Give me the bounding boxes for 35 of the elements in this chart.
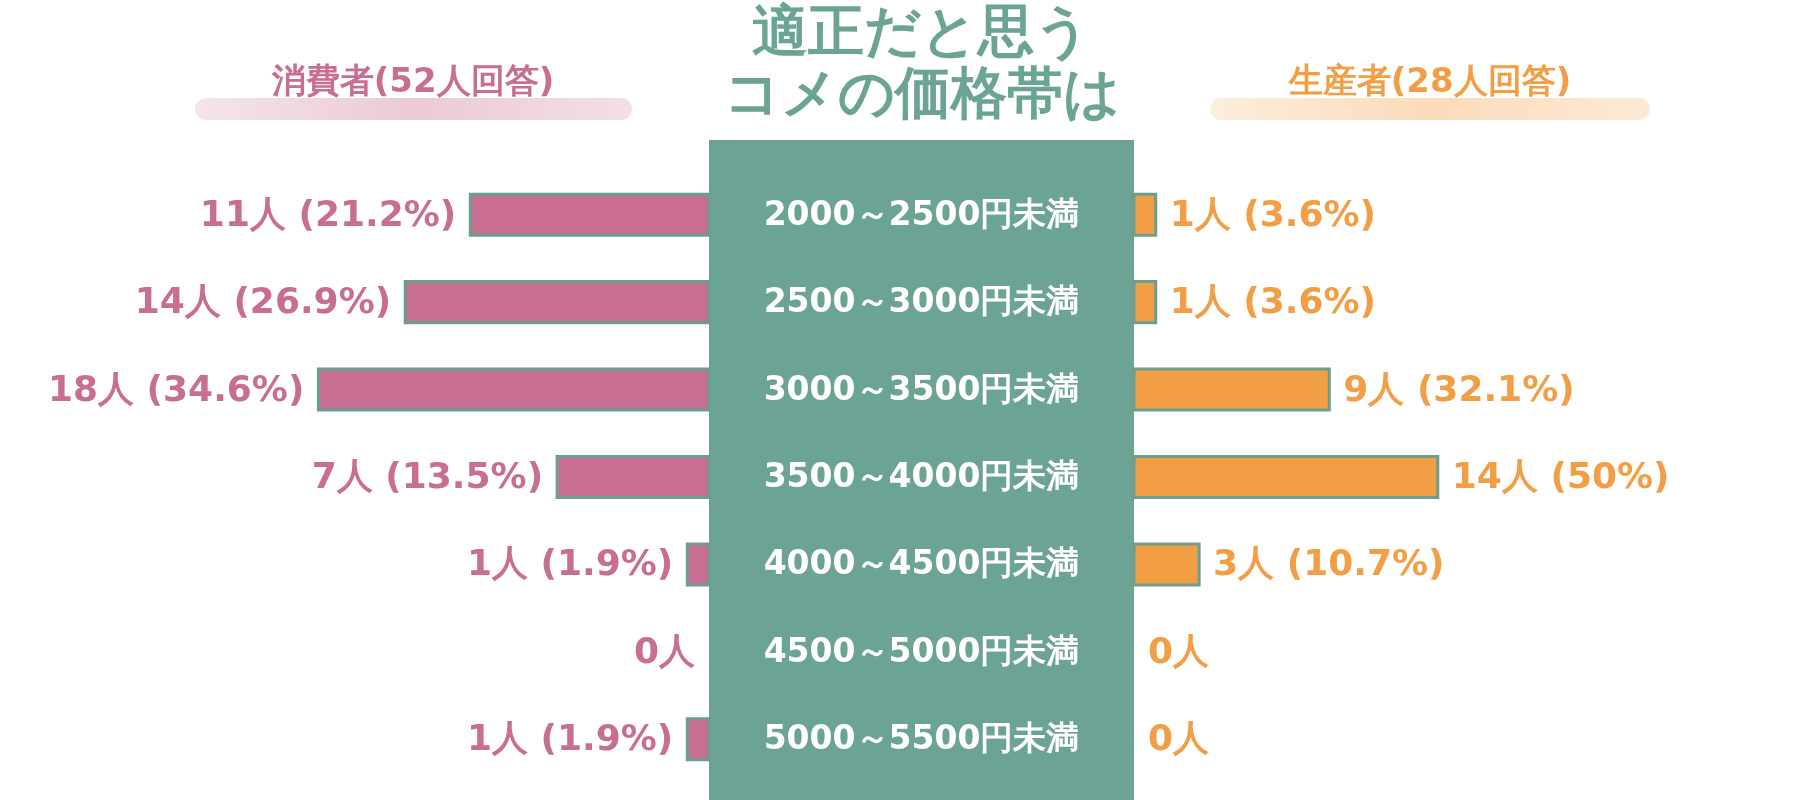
text: 適正だと思う [751, 0, 1092, 63]
y-tick-label: 3500～4000円未満 [763, 456, 1080, 495]
bar [316, 367, 711, 412]
bar [403, 280, 711, 325]
data-label: 14人 (26.9%) [134, 280, 392, 322]
bar [468, 192, 711, 237]
bar [1132, 280, 1158, 325]
data-label: 1人 (1.9%) [466, 717, 674, 759]
y-tick-label: 3000～3500円未満 [763, 368, 1080, 408]
bar [1132, 367, 1331, 412]
y-tick-label: 2000～2500円未満 [763, 193, 1080, 233]
data-label: 1人 (3.6%) [1169, 192, 1377, 234]
data-label: 14人 (50%) [1451, 455, 1670, 496]
text: 消費者(52人回答) [270, 59, 556, 102]
data-label: 0人 [1148, 629, 1210, 671]
bar [685, 717, 711, 762]
data-label: 3人 (10.7%) [1213, 542, 1445, 584]
bar [555, 454, 711, 500]
data-label: 11人 (21.2%) [199, 192, 457, 234]
text: 生産者(28人回答) [1287, 59, 1573, 102]
bar [1132, 192, 1158, 237]
data-label: 9人 (32.1%) [1343, 367, 1575, 409]
data-label: 18人 (34.6%) [47, 367, 305, 409]
y-tick-label: 4000～4500円未満 [763, 543, 1080, 583]
data-label: 7人 (13.5%) [311, 455, 544, 496]
data-label: 1人 (1.9%) [466, 542, 674, 584]
y-tick-label: 4500～5000円未満 [763, 630, 1080, 670]
bar [1132, 454, 1440, 500]
bar [685, 542, 711, 587]
data-label: 0人 [1148, 717, 1210, 759]
y-tick-label: 5000～5500円未満 [763, 718, 1080, 758]
y-tick-label: 2500～3000円未満 [763, 281, 1080, 321]
data-label: 0人 [633, 629, 695, 671]
data-label: 1人 (3.6%) [1169, 280, 1377, 322]
bar [1132, 542, 1201, 587]
